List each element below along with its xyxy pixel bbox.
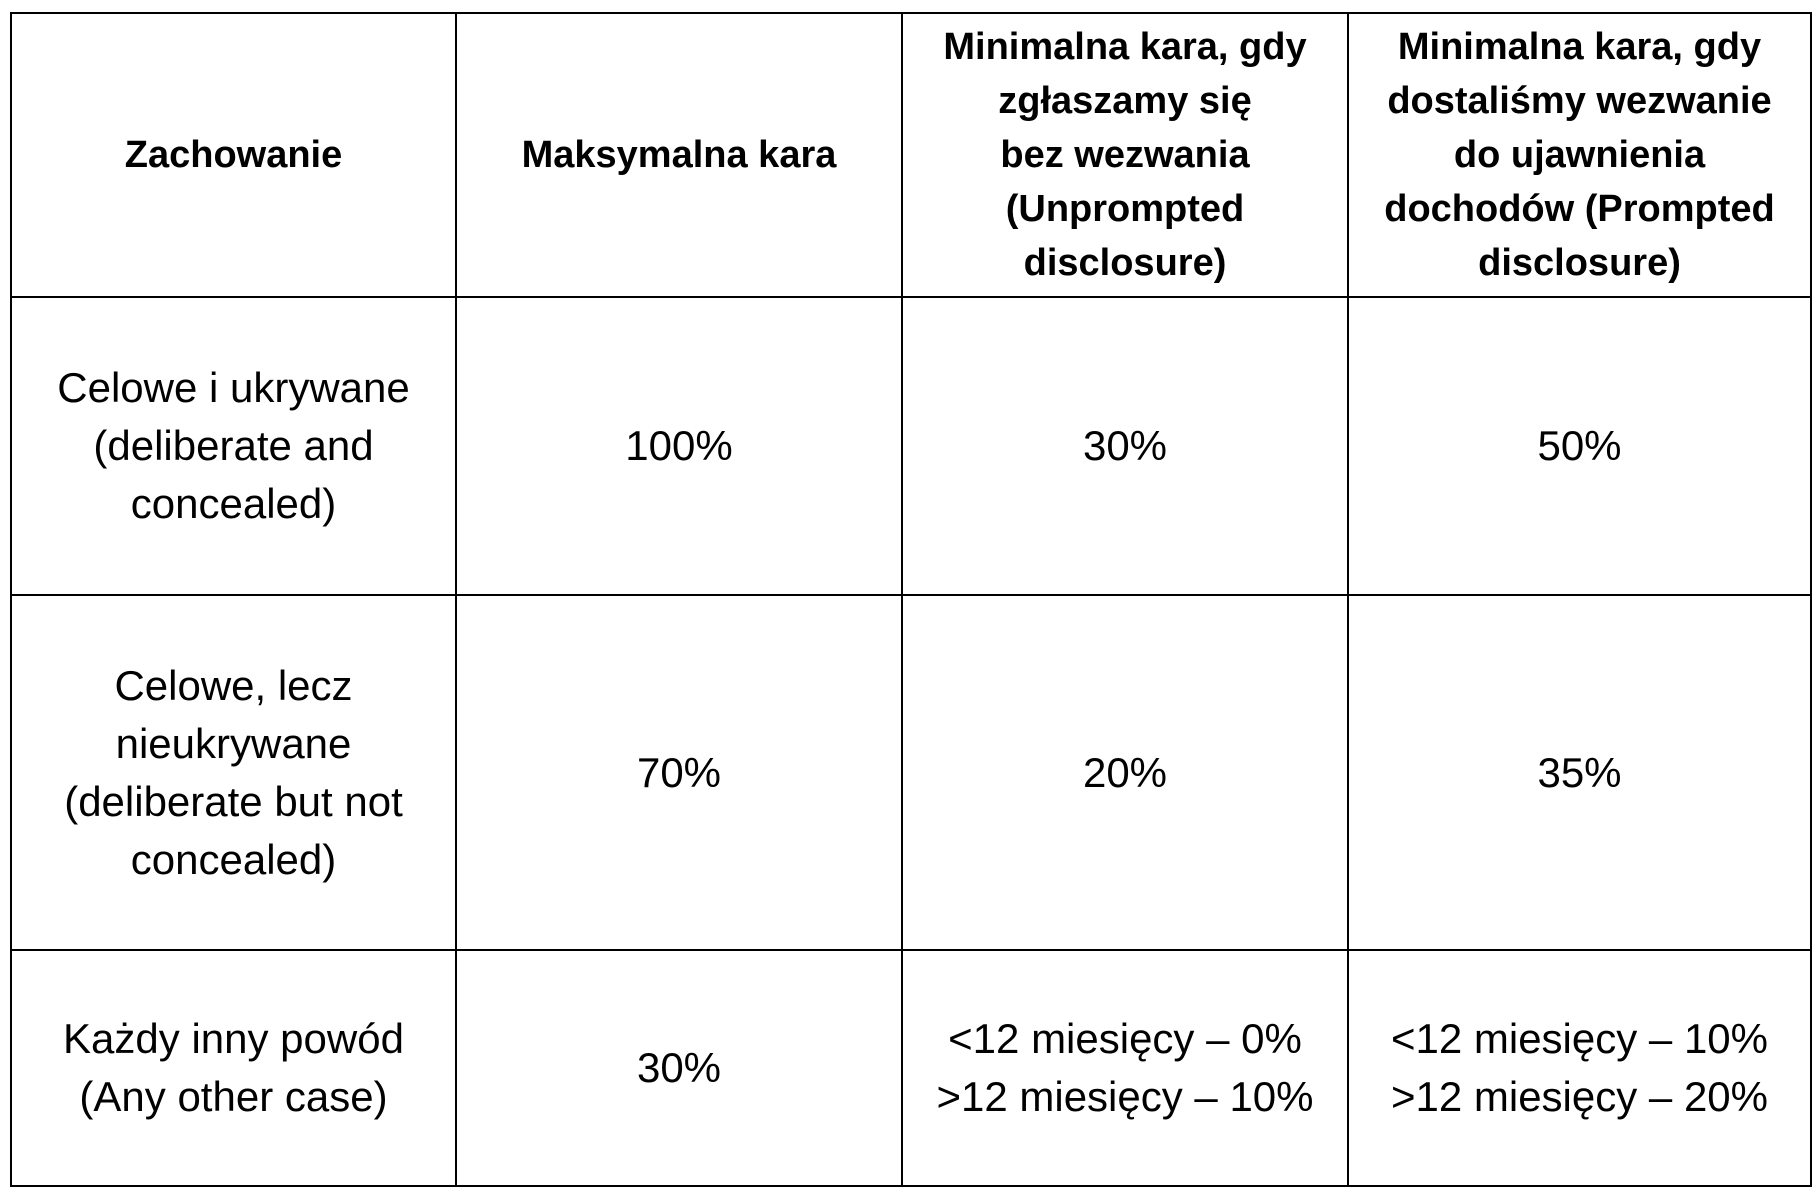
table-row: Celowe i ukrywane (deliberate and concea… [10,296,1812,596]
unprompted-penalty-cell: 20% [901,594,1349,951]
behavior-cell: Celowe, lecz nieukrywane (deliberate but… [10,594,457,951]
prompted-penalty-cell: 50% [1347,296,1812,596]
prompted-penalty-cell: 35% [1347,594,1812,951]
header-row: Zachowanie Maksymalna kara Minimalna kar… [10,12,1812,298]
behavior-cell: Celowe i ukrywane (deliberate and concea… [10,296,457,596]
max-penalty-cell: 70% [455,594,903,951]
unprompted-penalty-cell: <12 miesięcy – 0% >12 miesięcy – 10% [901,949,1349,1187]
header-behavior: Zachowanie [10,12,457,298]
max-penalty-cell: 100% [455,296,903,596]
prompted-penalty-cell: <12 miesięcy – 10% >12 miesięcy – 20% [1347,949,1812,1187]
unprompted-penalty-cell: 30% [901,296,1349,596]
behavior-cell: Każdy inny powód (Any other case) [10,949,457,1187]
table-row: Celowe, lecz nieukrywane (deliberate but… [10,594,1812,951]
header-min-penalty-unprompted: Minimalna kara, gdy zgłaszamy się bez we… [901,12,1349,298]
header-max-penalty: Maksymalna kara [455,12,903,298]
max-penalty-cell: 30% [455,949,903,1187]
header-min-penalty-prompted: Minimalna kara, gdy dostaliśmy wezwanie … [1347,12,1812,298]
table-row: Każdy inny powód (Any other case) 30% <1… [10,949,1812,1187]
penalty-table: Zachowanie Maksymalna kara Minimalna kar… [10,12,1812,1187]
